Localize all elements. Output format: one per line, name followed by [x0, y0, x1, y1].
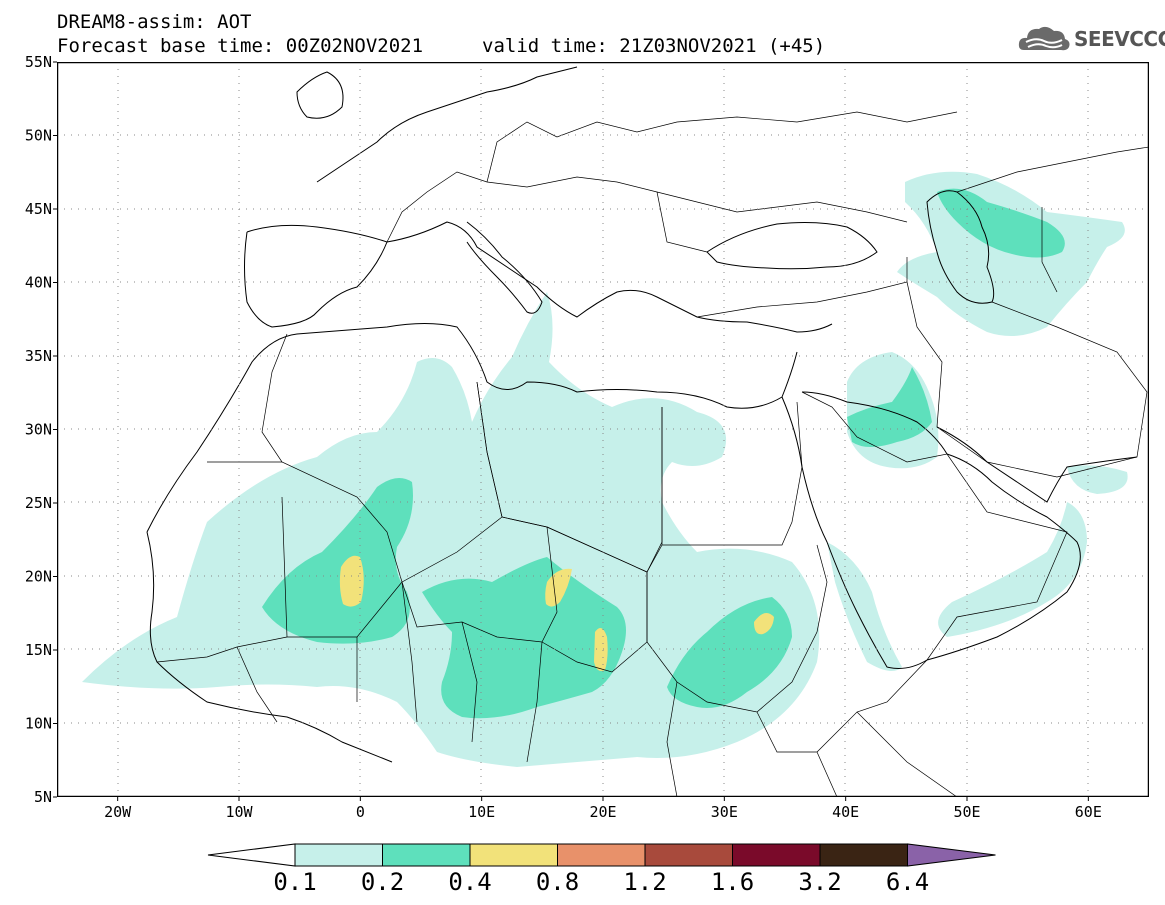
colorbar-swatch: [469, 843, 558, 867]
aot-region-high-sudan: [754, 613, 774, 635]
colorbar-tick-label: 3.2: [798, 868, 842, 896]
coastline-africa-west: [146, 531, 393, 763]
lat-tick-label: 50N: [25, 127, 52, 145]
border-mali: [207, 461, 403, 638]
lon-tick-label: 60E: [1075, 803, 1102, 821]
colorbar-low-arrow: [207, 843, 296, 867]
lat-tick-label: 20N: [25, 568, 52, 586]
colorbar-tick-label: 6.4: [885, 868, 930, 896]
map-frame: [57, 62, 1149, 797]
valid-time: valid time: 21Z03NOV2021 (+45): [482, 35, 826, 57]
gridlines: [57, 62, 1149, 797]
lat-tick-label: 10N: [25, 715, 52, 733]
lat-tick-label: 15N: [25, 641, 52, 659]
coastline-redsea: [781, 396, 928, 669]
colorbar: [207, 843, 996, 867]
coastline-europe-north: [316, 66, 578, 183]
lon-tick-label: 30E: [711, 803, 738, 821]
lat-tick-label: 25N: [25, 494, 52, 512]
aot-region-high-mauritania: [339, 555, 364, 607]
border-iran: [906, 281, 1148, 478]
lat-tick-label: 40N: [25, 274, 52, 292]
colorbar-tick-label: 1.6: [710, 868, 755, 896]
border-eastafrica: [666, 659, 958, 797]
lon-tick-label: 20W: [104, 803, 132, 821]
coastlines: [146, 66, 1138, 763]
colorbar-swatch: [294, 843, 383, 867]
aot-region-light-sahara: [82, 292, 820, 767]
coastline-africa-north: [146, 323, 798, 533]
coastline-italy: [466, 221, 543, 314]
aot-region-light-oman: [1067, 465, 1128, 494]
colorbar-high-arrow: [907, 843, 996, 867]
lat-tick-label: 55N: [25, 53, 52, 71]
lon-tick-label: 40E: [832, 803, 859, 821]
coastline-black-sea: [706, 222, 878, 270]
lon-tick-label: 20E: [589, 803, 616, 821]
colorbar-swatch: [557, 843, 646, 867]
lat-tick-label: 35N: [25, 347, 52, 365]
axis-labels: 55N 50N 45N 40N 35N 30N 25N 20N 15N 10N 5N 20W 10W 0…: [25, 53, 1102, 821]
aot-region-mid-iraq: [847, 367, 932, 447]
colorbar-swatch: [382, 843, 471, 867]
coastline-iberia: [244, 231, 388, 328]
cloud-icon: [1018, 26, 1070, 51]
aot-shading-high: [339, 555, 774, 671]
aot-map: [57, 62, 1149, 797]
border-westafrica: [156, 581, 543, 763]
forecast-base-time: Forecast base time: 00Z02NOV2021: [57, 35, 424, 57]
coastline-caspian: [926, 190, 995, 304]
colorbar-tick-label: 0.2: [360, 868, 405, 896]
coastline-persian-gulf: [936, 426, 1138, 503]
logo-text: SEEVCCC: [1074, 27, 1165, 51]
aot-shading-mid: [262, 188, 1065, 719]
aot-region-high-chad: [594, 628, 608, 671]
lat-tick-label: 45N: [25, 200, 52, 218]
seevccc-logo: SEEVCCC: [1016, 22, 1165, 56]
border-niger: [401, 516, 558, 643]
border-egypt: [661, 401, 803, 546]
colorbar-swatch: [644, 843, 733, 867]
colorbar-swatch: [732, 843, 821, 867]
colorbar-swatch: [819, 843, 908, 867]
aot-region-mid-central: [422, 557, 626, 719]
coastline-mediterranean-north: [246, 221, 833, 333]
border-turkey: [696, 257, 908, 318]
lat-tick-label: 5N: [34, 788, 52, 806]
colorbar-tick-label: 0.4: [448, 868, 492, 896]
lat-tick-label: 30N: [25, 421, 52, 439]
aot-region-light-gulf: [938, 502, 1087, 637]
aot-region-high-niger: [545, 568, 572, 607]
coastline-britain: [296, 71, 344, 119]
border-europe: [386, 111, 958, 253]
border-sudan: [646, 544, 828, 713]
lon-tick-label: 0: [356, 803, 365, 821]
lon-tick-label: 10W: [225, 803, 253, 821]
colorbar-tick-label: 1.2: [623, 868, 667, 896]
aot-region-mid-caspian: [937, 188, 1065, 258]
colorbar-tick-label: 0.8: [535, 868, 580, 896]
lon-tick-label: 10E: [468, 803, 495, 821]
chart-title: DREAM8-assim: AOT: [57, 11, 252, 33]
aot-region-mid-west: [262, 478, 413, 644]
colorbar-tick-label: 0.1: [273, 868, 317, 896]
lon-tick-label: 50E: [953, 803, 980, 821]
aot-region-light-redsea: [827, 542, 902, 671]
coastline-arabia: [801, 391, 1081, 661]
